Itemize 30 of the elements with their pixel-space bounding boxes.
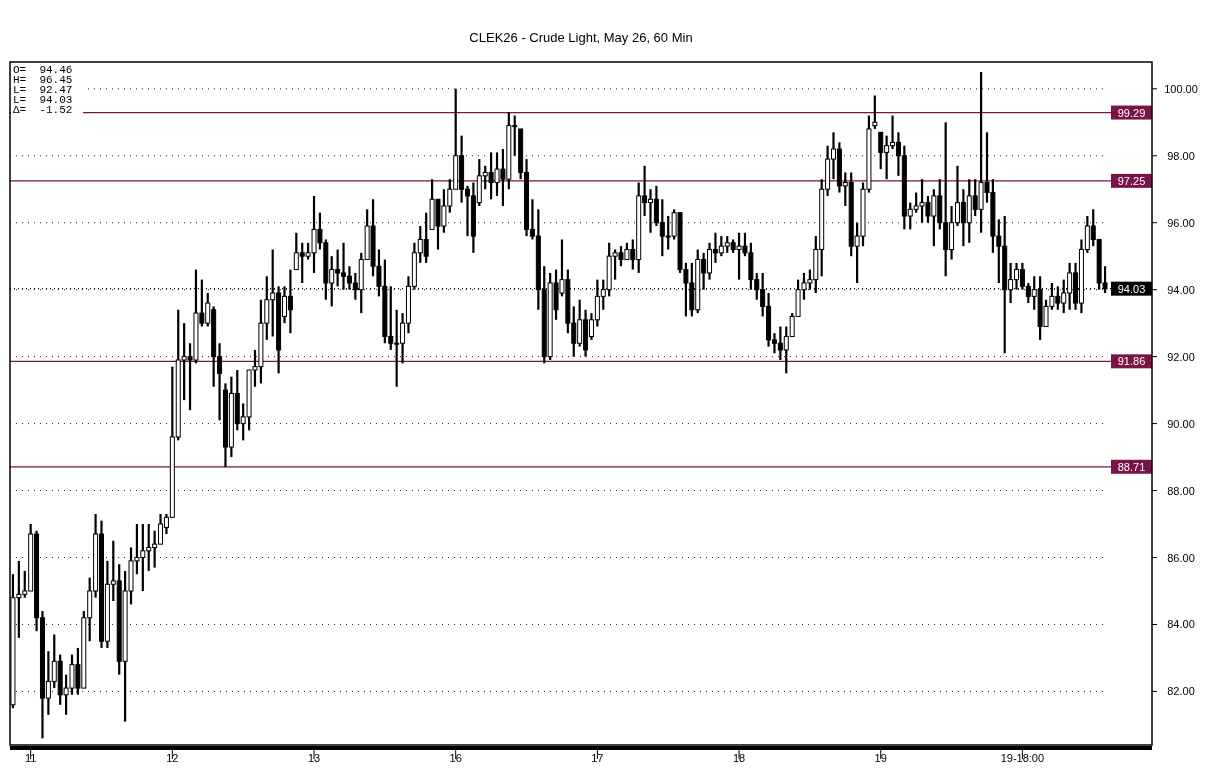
y-tick-label: 84.00 (1167, 618, 1195, 631)
x-tick-label: 18 (732, 752, 746, 764)
y-tick-label: 96.00 (1167, 216, 1195, 229)
y-tick-label: 86.00 (1167, 551, 1195, 564)
annotation: H= 96.45 (13, 74, 73, 86)
ref-line-label: 97.25 (1117, 174, 1146, 187)
x-tick-label: 16 (449, 752, 462, 764)
annotation: L= 92.47 (13, 84, 73, 96)
x-tick-label: 11 (24, 752, 37, 764)
ref-line-label: 91.86 (1117, 355, 1146, 368)
ref-line-label: 99.29 (1117, 106, 1146, 119)
y-tick-label: 90.00 (1167, 417, 1195, 430)
x-tick-label: 19 (874, 752, 887, 764)
x-tick-label: 13 (307, 752, 321, 764)
y-tick-label: 98.00 (1167, 149, 1195, 162)
y-tick-label: 82.00 (1167, 685, 1195, 698)
annotation: O= 94.46 (13, 64, 73, 76)
candlestick (872, 94, 878, 131)
y-tick-label: 94.00 (1167, 283, 1195, 296)
x-tick-label: 17 (591, 752, 604, 764)
x-tick-label: 12 (166, 752, 179, 764)
ref-line-label: 88.71 (1117, 460, 1146, 473)
x-tick-label: 19-18:00 (1000, 752, 1045, 764)
y-tick-label: 92.00 (1167, 350, 1195, 363)
annotation: Δ= -1.52 (13, 104, 73, 116)
annotation: L= 94.03 (13, 94, 73, 106)
y-tick-label: 100.00 (1164, 82, 1198, 95)
chart-title: CLEK26 - Crude Light, May 26, 60 Min (469, 30, 693, 45)
ref-line-label: 94.03 (1117, 282, 1146, 295)
y-tick-label: 88.00 (1167, 484, 1195, 497)
